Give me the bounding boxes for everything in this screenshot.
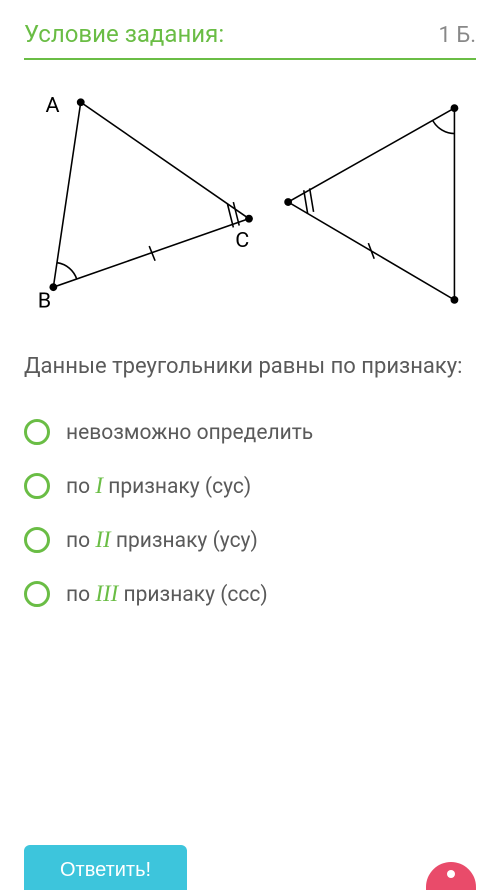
radio-icon	[24, 527, 50, 553]
fab-button[interactable]	[426, 862, 476, 890]
triangles-figure: A B C	[24, 84, 474, 324]
options-group: невозможно определить по I признаку (сус…	[24, 419, 476, 607]
submit-button[interactable]: Ответить!	[24, 845, 187, 890]
option-label: по I признаку (сус)	[66, 473, 251, 499]
option-label: по III признаку (ссс)	[66, 581, 268, 607]
option-4[interactable]: по III признаку (ссс)	[24, 581, 476, 607]
radio-icon	[24, 419, 50, 445]
option-2[interactable]: по I признаку (сус)	[24, 473, 476, 499]
label-c: C	[235, 228, 249, 253]
option-label: по II признаку (усу)	[66, 527, 258, 553]
task-header: Условие задания: 1 Б.	[24, 20, 476, 60]
radio-icon	[24, 581, 50, 607]
label-a: A	[46, 93, 60, 118]
option-1[interactable]: невозможно определить	[24, 419, 476, 445]
task-title: Условие задания:	[24, 20, 224, 48]
radio-icon	[24, 473, 50, 499]
question-text: Данные треугольники равны по признаку:	[24, 352, 476, 383]
task-points: 1 Б.	[439, 23, 477, 48]
footer: Ответить!	[24, 845, 476, 890]
option-3[interactable]: по II признаку (усу)	[24, 527, 476, 553]
fab-dot-icon	[447, 870, 455, 878]
label-b: B	[38, 289, 51, 314]
option-label: невозможно определить	[66, 419, 313, 445]
